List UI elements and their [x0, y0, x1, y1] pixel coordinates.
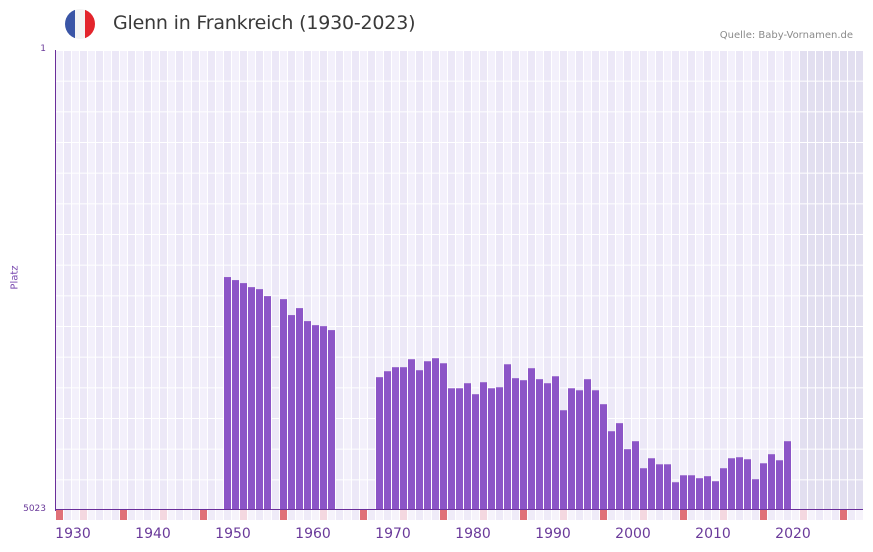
france-flag-icon [65, 9, 95, 39]
bar-1960 [296, 308, 303, 510]
bar-1958 [280, 299, 287, 510]
bar-2015 [736, 457, 743, 510]
x-axis-line [55, 509, 863, 510]
bar-2008 [680, 475, 687, 510]
x-tick-label: 1960 [295, 526, 331, 542]
bar-2001 [624, 449, 631, 510]
bar-2002 [632, 441, 639, 510]
bar-2003 [640, 468, 647, 510]
bar-1983 [480, 382, 487, 510]
source-label: Quelle: Baby-Vornamen.de [719, 30, 853, 41]
chart-title: Glenn in Frankreich (1930-2023) [113, 12, 416, 34]
bar-1961 [304, 321, 311, 510]
bar-1987 [512, 378, 519, 510]
x-tick-label: 1940 [135, 526, 171, 542]
bar-1974 [408, 359, 415, 510]
bar-2000 [616, 423, 623, 510]
bar-1990 [536, 379, 543, 510]
bar-1979 [448, 388, 455, 510]
bar-1980 [456, 388, 463, 510]
y-axis-top-label: 1 [40, 44, 46, 54]
bar-1994 [568, 388, 575, 510]
bar-1976 [424, 361, 431, 510]
bar-1971 [384, 371, 391, 510]
y-axis-title: Platz [9, 265, 21, 290]
bar-1986 [504, 364, 511, 510]
bar-2019 [768, 454, 775, 510]
bar-2016 [744, 459, 751, 510]
bar-1954 [248, 287, 255, 510]
bar-2004 [648, 458, 655, 510]
bar-1997 [592, 390, 599, 510]
x-tick-label: 1930 [55, 526, 91, 542]
bar-1993 [560, 410, 567, 510]
bar-1959 [288, 315, 295, 510]
bar-1988 [520, 380, 527, 510]
bar-1970 [376, 377, 383, 510]
chart-plot-area [56, 51, 863, 510]
bar-1972 [392, 367, 399, 510]
bar-2011 [704, 476, 711, 510]
flag-red-stripe [85, 9, 95, 39]
bar-1996 [584, 379, 591, 510]
x-tick-label: 2000 [615, 526, 651, 542]
bar-1962 [312, 325, 319, 510]
bar-2020 [776, 460, 783, 510]
bar-1956 [264, 296, 271, 510]
bar-1964 [328, 330, 335, 510]
y-axis-line [55, 50, 56, 511]
bar-1984 [488, 388, 495, 510]
bar-2009 [688, 475, 695, 510]
bar-1975 [416, 370, 423, 510]
bar-2013 [720, 468, 727, 510]
bar-1973 [400, 367, 407, 510]
bar-1953 [240, 283, 247, 510]
bar-1998 [600, 404, 607, 510]
x-tick-label: 1990 [535, 526, 571, 542]
bar-1963 [320, 326, 327, 510]
x-axis-marker-strip [56, 510, 863, 520]
x-tick-label: 1980 [455, 526, 491, 542]
x-tick-label: 2020 [775, 526, 811, 542]
bar-1977 [432, 358, 439, 510]
flag-white-stripe [75, 9, 85, 39]
x-tick-label: 1970 [375, 526, 411, 542]
bar-1952 [232, 280, 239, 510]
bar-2005 [656, 464, 663, 510]
bar-2012 [712, 481, 719, 510]
bar-1951 [224, 277, 231, 510]
y-axis-bottom-label: 5023 [23, 504, 46, 514]
x-axis-labels: 1930 1940 1950 1960 1970 1980 1990 2000 2010 2020 [55, 526, 863, 546]
bar-2014 [728, 458, 735, 510]
bar-1955 [256, 289, 263, 510]
bar-1989 [528, 368, 535, 510]
bar-1992 [552, 376, 559, 510]
bar-2018 [760, 463, 767, 510]
bar-2010 [696, 478, 703, 510]
bar-1999 [608, 431, 615, 510]
bar-1978 [440, 363, 447, 510]
bar-2006 [664, 464, 671, 510]
flag-blue-stripe [65, 9, 75, 39]
bar-1981 [464, 383, 471, 510]
bar-2021 [784, 441, 791, 510]
x-tick-label: 1950 [215, 526, 251, 542]
bar-2017 [752, 479, 759, 510]
x-tick-label: 2010 [695, 526, 731, 542]
bar-1982 [472, 394, 479, 510]
bar-1991 [544, 383, 551, 510]
bar-1995 [576, 390, 583, 510]
bar-1985 [496, 387, 503, 510]
bar-2007 [672, 482, 679, 510]
